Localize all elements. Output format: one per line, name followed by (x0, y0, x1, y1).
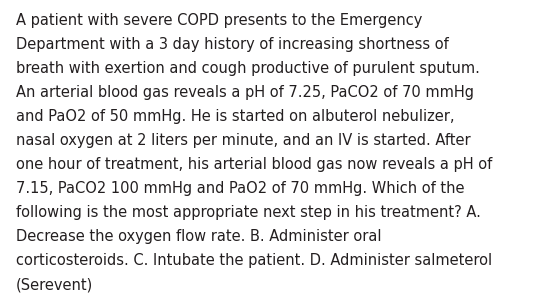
Text: one hour of treatment, his arterial blood gas now reveals a pH of: one hour of treatment, his arterial bloo… (16, 157, 492, 172)
Text: corticosteroids. C. Intubate the patient. D. Administer salmeterol: corticosteroids. C. Intubate the patient… (16, 253, 492, 268)
Text: Decrease the oxygen flow rate. B. Administer oral: Decrease the oxygen flow rate. B. Admini… (16, 229, 381, 244)
Text: and PaO2 of 50 mmHg. He is started on albuterol nebulizer,: and PaO2 of 50 mmHg. He is started on al… (16, 109, 454, 124)
Text: nasal oxygen at 2 liters per minute, and an IV is started. After: nasal oxygen at 2 liters per minute, and… (16, 133, 470, 148)
Text: An arterial blood gas reveals a pH of 7.25, PaCO2 of 70 mmHg: An arterial blood gas reveals a pH of 7.… (16, 85, 474, 100)
Text: (Serevent): (Serevent) (16, 277, 93, 292)
Text: 7.15, PaCO2 100 mmHg and PaO2 of 70 mmHg. Which of the: 7.15, PaCO2 100 mmHg and PaO2 of 70 mmHg… (16, 181, 464, 196)
Text: A patient with severe COPD presents to the Emergency: A patient with severe COPD presents to t… (16, 13, 422, 28)
Text: following is the most appropriate next step in his treatment? A.: following is the most appropriate next s… (16, 205, 480, 220)
Text: Department with a 3 day history of increasing shortness of: Department with a 3 day history of incre… (16, 37, 449, 52)
Text: breath with exertion and cough productive of purulent sputum.: breath with exertion and cough productiv… (16, 61, 479, 76)
